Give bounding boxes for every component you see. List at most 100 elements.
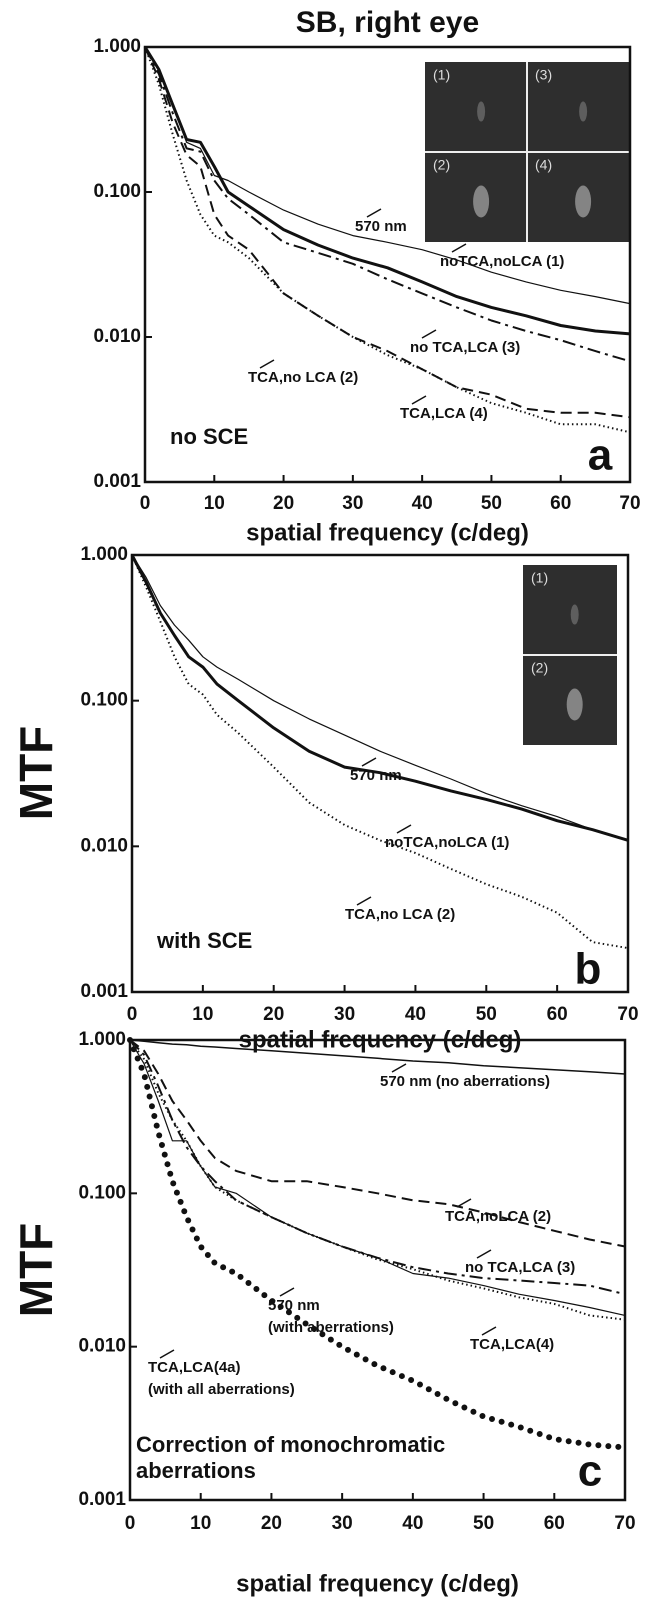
series-line bbox=[129, 1039, 626, 1075]
y-tick-label: 0.001 bbox=[93, 471, 141, 492]
label-leader bbox=[279, 1287, 295, 1297]
annotation: with SCE bbox=[156, 928, 252, 953]
x-tick-label: 50 bbox=[476, 1004, 497, 1025]
x-tick-label: 30 bbox=[334, 1004, 355, 1025]
plot-frame bbox=[130, 553, 630, 994]
inset-spot bbox=[575, 185, 592, 218]
curve-label: TCA,noLCA (2) bbox=[445, 1208, 551, 1225]
curve-label-line: 570 nm bbox=[268, 1297, 320, 1314]
y-tick-label: 0.100 bbox=[78, 1182, 126, 1203]
curve-label: noTCA,noLCA (1) bbox=[385, 834, 509, 851]
x-tick-label: 60 bbox=[547, 1004, 568, 1025]
curve-label: TCA,LCA (4) bbox=[400, 405, 488, 422]
x-tick-label: 0 bbox=[140, 493, 151, 514]
annotation-line: aberrations bbox=[136, 1458, 256, 1483]
x-tick-label: 40 bbox=[412, 493, 433, 514]
label-leader bbox=[259, 359, 275, 369]
curve-label: TCA,LCA(4a) (with all aberrations) bbox=[148, 1359, 295, 1398]
curve-label: TCA,no LCA (2) bbox=[345, 906, 455, 923]
x-tick-label: 60 bbox=[544, 1513, 565, 1534]
inset-label: (2) bbox=[531, 660, 548, 676]
label-leader bbox=[396, 824, 412, 834]
x-tick-label: 30 bbox=[332, 1513, 353, 1534]
series-line bbox=[143, 46, 631, 336]
x-axis-label: spatial frequency (c/deg) bbox=[246, 519, 529, 546]
panel-letter: a bbox=[588, 431, 613, 480]
x-tick-label: 0 bbox=[127, 1004, 138, 1025]
plot-frame bbox=[143, 45, 632, 484]
curve-label: no TCA,LCA (3) bbox=[410, 339, 520, 356]
x-tick-label: 70 bbox=[617, 1004, 638, 1025]
y-tick-label: 0.010 bbox=[80, 835, 128, 856]
x-tick-label: 40 bbox=[405, 1004, 426, 1025]
series-line bbox=[144, 46, 631, 434]
label-leader bbox=[451, 243, 467, 253]
curve-label: no TCA,LCA (3) bbox=[465, 1259, 575, 1276]
inset-spot bbox=[473, 185, 490, 218]
series-line bbox=[131, 554, 629, 950]
series-line bbox=[129, 1039, 626, 1321]
y-tick-label: 1.000 bbox=[78, 1029, 126, 1050]
x-tick-label: 50 bbox=[481, 493, 502, 514]
y-tick-label: 0.010 bbox=[78, 1336, 126, 1357]
annotation: Correction of monochromatic aberrations bbox=[136, 1432, 445, 1483]
series-line bbox=[144, 46, 631, 363]
inset-spot bbox=[579, 101, 588, 122]
panel-letter: b bbox=[575, 945, 602, 994]
x-tick-label: 30 bbox=[342, 493, 363, 514]
x-tick-label: 0 bbox=[125, 1513, 136, 1534]
series-line bbox=[129, 1039, 626, 1296]
curve-label: 570 nm bbox=[355, 218, 407, 235]
series-line bbox=[127, 1037, 628, 1451]
y-tick-label: 1.000 bbox=[93, 36, 141, 57]
x-tick-label: 50 bbox=[473, 1513, 494, 1534]
x-tick-label: 40 bbox=[402, 1513, 423, 1534]
curve-label-line: TCA,LCA(4a) bbox=[148, 1359, 241, 1376]
curve-label: 570 nm (with aberrations) bbox=[268, 1297, 394, 1336]
curve-label: noTCA,noLCA (1) bbox=[440, 253, 564, 270]
x-tick-label: 20 bbox=[263, 1004, 284, 1025]
inset-label: (4) bbox=[535, 157, 552, 173]
label-leader bbox=[361, 757, 377, 767]
label-leader bbox=[356, 896, 372, 906]
y-tick-label: 0.001 bbox=[80, 981, 128, 1002]
y-axis-label: MTF bbox=[10, 1223, 62, 1318]
y-tick-label: 1.000 bbox=[80, 544, 128, 565]
series-line bbox=[129, 1039, 626, 1248]
inset-label: (2) bbox=[433, 157, 450, 173]
x-tick-label: 10 bbox=[190, 1513, 211, 1534]
curve-label-line: (with aberrations) bbox=[268, 1319, 394, 1336]
label-leader bbox=[456, 1198, 472, 1208]
curve-label: TCA,LCA(4) bbox=[470, 1336, 554, 1353]
curve-label: 570 nm (no aberrations) bbox=[380, 1073, 550, 1090]
label-leader bbox=[159, 1349, 175, 1359]
inset-label: (1) bbox=[433, 67, 450, 83]
label-leader bbox=[391, 1063, 407, 1073]
annotation: no SCE bbox=[170, 424, 248, 449]
x-tick-label: 20 bbox=[261, 1513, 282, 1534]
x-tick-label: 70 bbox=[614, 1513, 635, 1534]
label-leader bbox=[411, 395, 427, 405]
panel-letter: c bbox=[578, 1447, 602, 1496]
x-tick-label: 10 bbox=[204, 493, 225, 514]
x-tick-label: 10 bbox=[192, 1004, 213, 1025]
curve-label-line: (with all aberrations) bbox=[148, 1381, 295, 1398]
annotation-line: Correction of monochromatic bbox=[136, 1432, 445, 1457]
series-line bbox=[131, 554, 629, 841]
label-leader bbox=[481, 1326, 497, 1336]
plot-frame bbox=[128, 1038, 627, 1502]
y-tick-label: 0.010 bbox=[93, 326, 141, 347]
x-tick-label: 70 bbox=[619, 493, 640, 514]
inset-spot bbox=[570, 604, 579, 625]
curve-label: TCA,no LCA (2) bbox=[248, 369, 358, 386]
inset-spot bbox=[566, 688, 583, 721]
inset-label: (3) bbox=[535, 67, 552, 83]
inset-spot bbox=[477, 101, 486, 122]
y-tick-label: 0.100 bbox=[80, 690, 128, 711]
series-line bbox=[144, 46, 631, 305]
label-leader bbox=[366, 208, 382, 218]
x-axis-label: spatial frequency (c/deg) bbox=[236, 1570, 519, 1597]
label-leader bbox=[421, 329, 437, 339]
chart-title: SB, right eye bbox=[296, 6, 479, 39]
